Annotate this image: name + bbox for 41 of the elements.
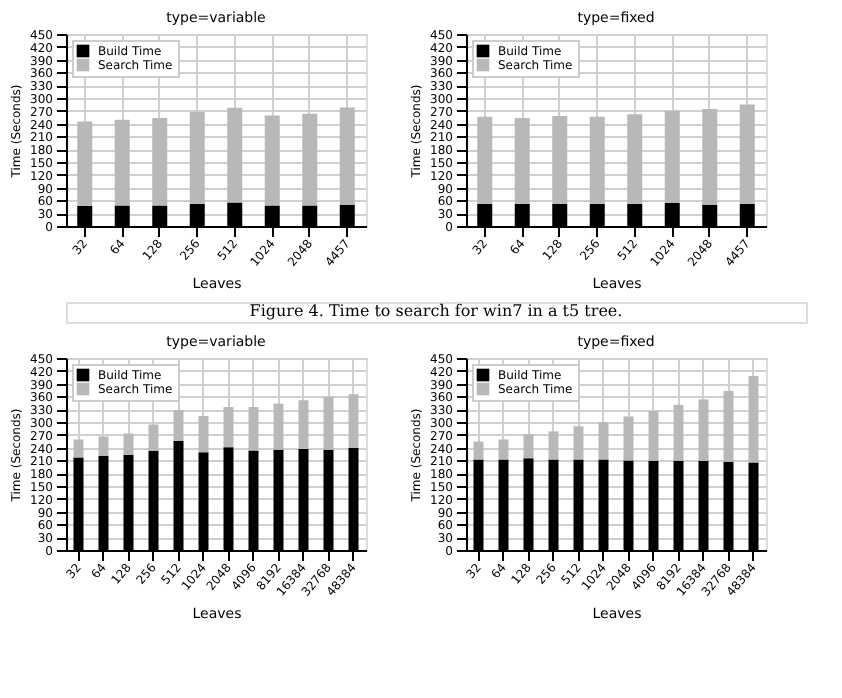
bar [698,399,709,461]
bar [227,107,243,203]
bar [498,439,509,460]
bar [77,121,93,206]
bar [573,426,584,460]
bar [623,416,634,461]
bar [323,396,334,450]
bar [664,110,680,203]
bar [148,424,159,452]
bar [648,410,659,461]
bar [739,104,755,204]
bar [339,107,355,205]
bar [248,407,259,451]
bar [589,116,605,204]
bar [627,114,643,204]
bar [152,118,168,206]
bar [723,390,734,462]
bar [298,400,309,449]
caption: Figure 4. Time to search for win7 in a t5 tree. [249,302,623,320]
bar [523,434,534,459]
bar [673,404,684,461]
bar [748,375,759,463]
bar [302,113,318,206]
bar [73,439,84,458]
bar [223,407,234,448]
bar [598,422,609,460]
bar [702,109,718,205]
bar [189,112,205,204]
bar [114,119,130,206]
bar [123,433,134,455]
bar [98,436,109,456]
bar [514,118,530,204]
bar [477,116,493,204]
bar [548,431,559,460]
bar [264,115,280,206]
bar [348,394,359,449]
bar [473,441,484,460]
bar [198,416,209,453]
bar [173,410,184,441]
bar [273,403,284,450]
bar [552,115,568,204]
